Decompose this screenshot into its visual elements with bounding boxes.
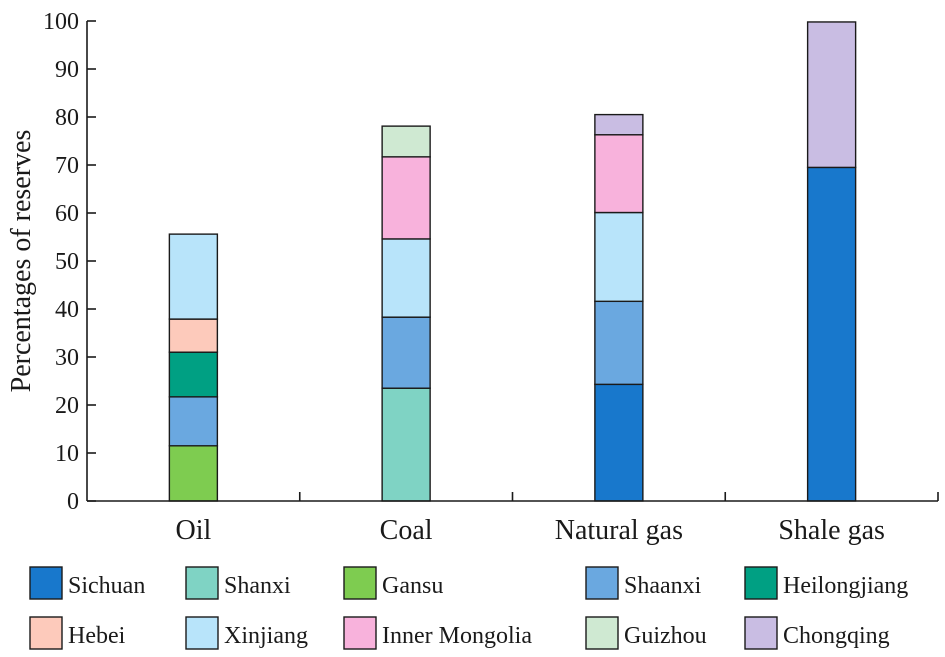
bar-segment-guizhou — [381, 125, 431, 158]
bars — [168, 21, 857, 502]
y-tick-label: 80 — [55, 105, 79, 131]
y-tick-label: 60 — [55, 201, 79, 227]
bar-segment-inner-mongolia — [381, 156, 431, 240]
bar-segment-inner-mongolia — [594, 134, 644, 214]
x-axis-ticks — [298, 492, 939, 501]
bar-segment-heilongjiang — [168, 351, 219, 398]
legend-swatch — [185, 566, 219, 600]
category-label: Oil — [175, 515, 211, 546]
y-tick-label: 10 — [55, 441, 79, 467]
legend-label: Sichuan — [68, 573, 145, 599]
bar-segment-hebei — [168, 318, 219, 353]
legend-label: Shanxi — [224, 573, 291, 599]
legend-swatch — [585, 566, 619, 600]
y-axis-label: Percentages of reserves — [6, 130, 37, 393]
category-label: Coal — [380, 515, 433, 546]
bar-segment-shaanxi — [594, 300, 644, 386]
legend-swatch — [29, 616, 63, 650]
bar-segment-shanxi — [381, 387, 431, 502]
y-tick-label: 70 — [55, 153, 79, 179]
legend-label: Guizhou — [624, 623, 707, 649]
y-tick-label: 40 — [55, 297, 79, 323]
y-tick-label: 30 — [55, 345, 79, 371]
category-label: Shale gas — [778, 515, 885, 546]
bar-segment-xinjiang — [381, 238, 431, 318]
legend-swatch — [185, 616, 219, 650]
category-labels: Oil Coal Natural gas Shale gas — [175, 515, 884, 546]
legend-swatch — [29, 566, 63, 600]
y-tick-label: 90 — [55, 57, 79, 83]
y-tick-label: 100 — [43, 9, 79, 35]
legend-label: Hebei — [68, 623, 126, 649]
bar-segment-chongqing — [806, 21, 857, 169]
legend-label: Heilongjiang — [783, 573, 908, 599]
y-tick-label: 0 — [67, 489, 79, 515]
bar-segment-sichuan — [806, 166, 857, 502]
legend-label: Xinjiang — [224, 623, 308, 649]
legend-swatch — [343, 616, 377, 650]
legend-label: Inner Mongolia — [382, 623, 532, 649]
legend-label: Shaanxi — [624, 573, 702, 599]
legend: Sichuan Shanxi Gansu Shaanxi Heilongjiang Heb… — [29, 566, 908, 650]
legend-label: Gansu — [382, 573, 443, 599]
bar-segment-sichuan — [594, 383, 644, 502]
y-axis-ticks: 0 10 20 30 40 50 60 70 80 90 100 — [43, 9, 96, 515]
legend-swatch — [744, 616, 778, 650]
bar-segment-xinjiang — [168, 233, 219, 320]
bar-segment-shaanxi — [168, 396, 219, 447]
legend-label: Chongqing — [783, 623, 890, 649]
legend-swatch — [585, 616, 619, 650]
bar-segment-chongqing — [594, 113, 644, 136]
bar-segment-xinjiang — [594, 211, 644, 303]
legend-swatch — [343, 566, 377, 600]
y-tick-label: 50 — [55, 249, 79, 275]
legend-swatch — [744, 566, 778, 600]
y-tick-label: 20 — [55, 393, 79, 419]
bar-segment-gansu — [168, 445, 219, 502]
bar-segment-shaanxi — [381, 316, 431, 389]
category-label: Natural gas — [555, 515, 683, 546]
